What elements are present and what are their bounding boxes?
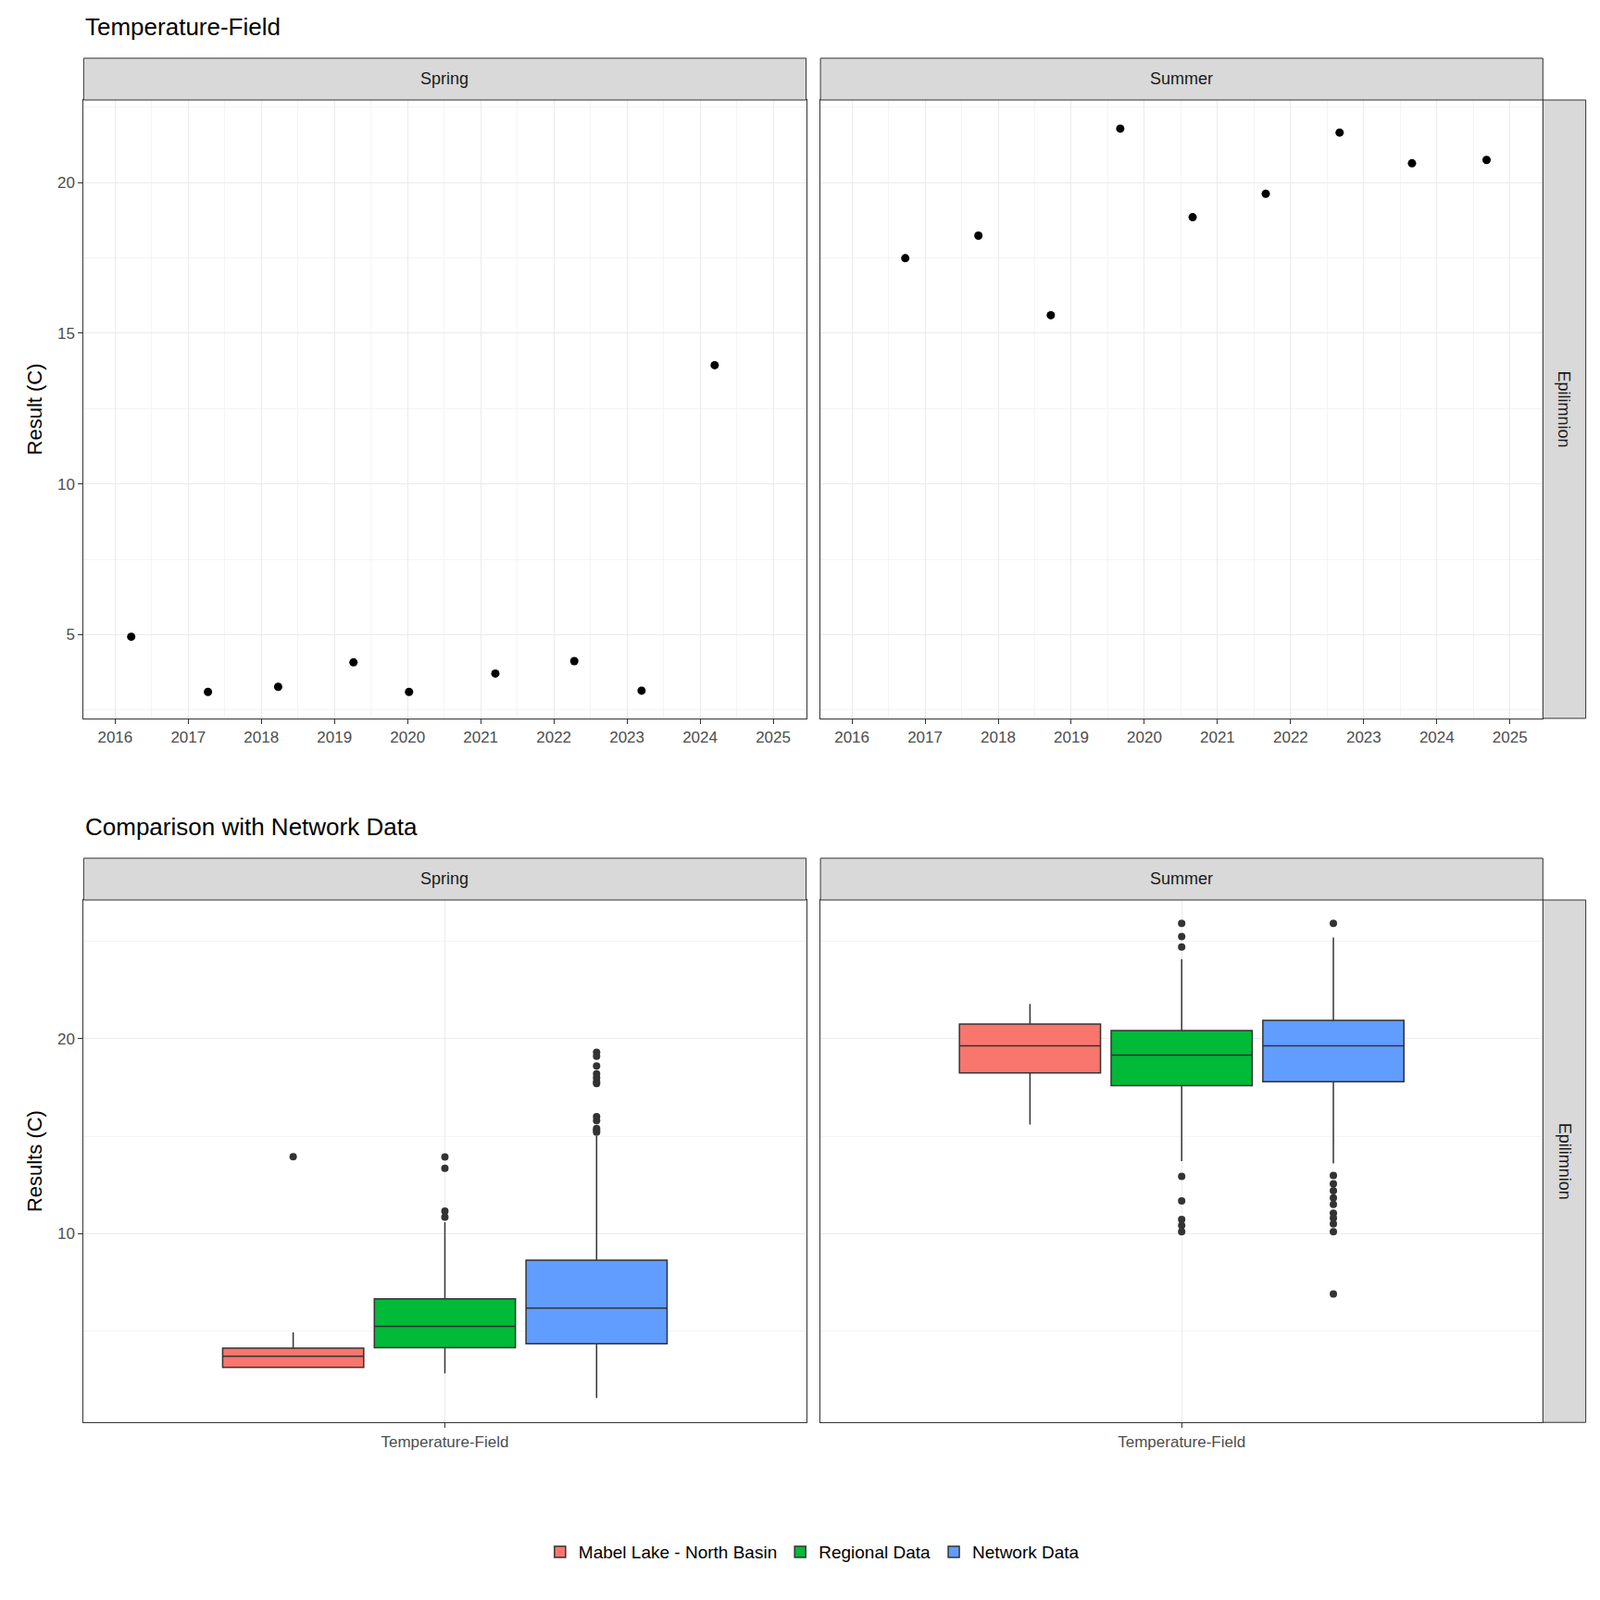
svg-text:10: 10: [57, 1225, 75, 1243]
svg-text:Temperature-Field: Temperature-Field: [380, 1433, 509, 1451]
svg-text:Epilimnion: Epilimnion: [1554, 370, 1574, 448]
svg-text:2016: 2016: [834, 728, 870, 747]
svg-text:Mabel Lake - North Basin: Mabel Lake - North Basin: [578, 1542, 777, 1563]
svg-text:2024: 2024: [1419, 728, 1455, 747]
svg-text:2022: 2022: [1273, 728, 1309, 747]
svg-text:2018: 2018: [980, 728, 1016, 747]
svg-text:Epilimnion: Epilimnion: [1555, 1123, 1575, 1200]
svg-text:2025: 2025: [755, 728, 791, 747]
svg-text:20: 20: [57, 174, 75, 192]
svg-text:2020: 2020: [1126, 728, 1163, 747]
svg-text:2021: 2021: [462, 728, 499, 747]
svg-text:Result (C): Result (C): [23, 362, 47, 455]
svg-text:2023: 2023: [609, 728, 645, 747]
svg-text:2017: 2017: [170, 728, 206, 747]
svg-text:2023: 2023: [1346, 728, 1382, 747]
svg-text:Summer: Summer: [1150, 69, 1213, 88]
svg-text:2024: 2024: [682, 728, 718, 747]
svg-text:2017: 2017: [907, 728, 943, 747]
svg-text:Results (C): Results (C): [23, 1110, 47, 1213]
svg-text:10: 10: [57, 475, 75, 494]
svg-text:5: 5: [66, 625, 75, 644]
svg-text:15: 15: [57, 325, 75, 343]
svg-text:Summer: Summer: [1150, 869, 1213, 888]
svg-text:2019: 2019: [1053, 728, 1089, 747]
svg-text:20: 20: [57, 1030, 75, 1049]
svg-text:2019: 2019: [316, 728, 352, 747]
svg-text:2022: 2022: [536, 728, 572, 747]
svg-text:2025: 2025: [1492, 728, 1528, 747]
svg-text:2021: 2021: [1200, 728, 1236, 747]
svg-text:Temperature-Field: Temperature-Field: [85, 12, 281, 41]
svg-text:Spring: Spring: [420, 69, 469, 88]
svg-text:Regional Data: Regional Data: [818, 1542, 931, 1563]
svg-text:Network Data: Network Data: [972, 1542, 1080, 1563]
svg-text:2018: 2018: [243, 728, 279, 747]
svg-text:2016: 2016: [97, 728, 133, 747]
svg-text:2020: 2020: [389, 728, 425, 747]
svg-text:Comparison with Network Data: Comparison with Network Data: [85, 812, 418, 841]
svg-text:Spring: Spring: [420, 869, 469, 888]
svg-text:Temperature-Field: Temperature-Field: [1117, 1433, 1246, 1451]
